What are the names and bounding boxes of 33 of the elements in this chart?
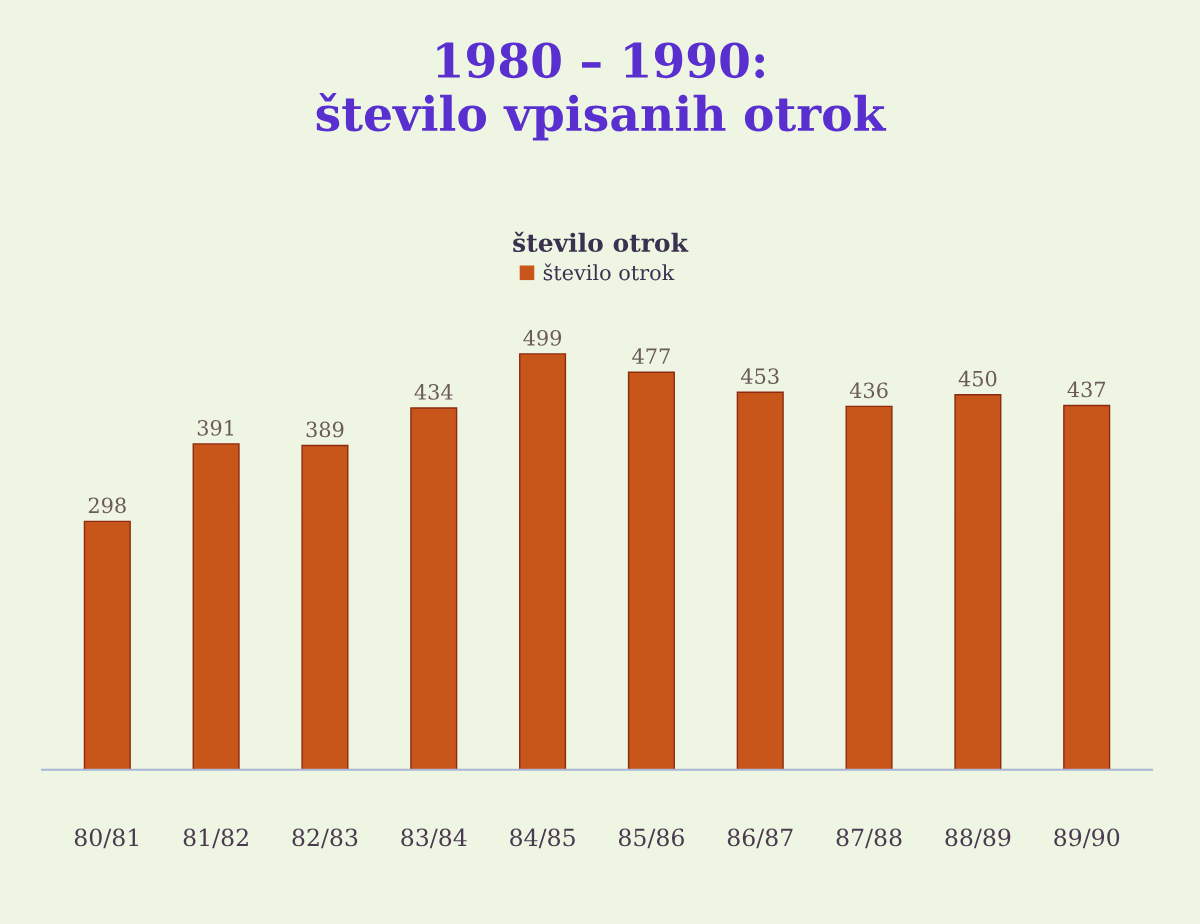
data-label: 477 [632,348,670,364]
bar [301,444,349,770]
bar [1063,404,1111,770]
data-label: 434 [414,384,453,400]
x-tick-label: 87/88 [836,828,902,849]
data-label: 389 [306,421,344,438]
bar [954,394,1002,770]
chart-subtitle: število otrok [513,231,689,253]
x-tick-label: 81/82 [183,828,248,849]
x-tick-label: 88/89 [945,828,1011,849]
bar [83,520,131,770]
bar [192,443,240,770]
x-tick-label: 85/86 [618,828,684,849]
chart-title: 1980 – 1990: število vpisanih otrok [316,42,887,141]
data-label: 436 [849,382,888,399]
data-label: 437 [1067,381,1106,398]
data-label: 391 [197,419,234,436]
data-label: 453 [740,368,779,385]
bar [519,353,567,770]
x-tick-label: 84/85 [510,828,575,849]
bar [627,371,675,770]
bar [845,405,893,770]
x-tick-label: 86/87 [727,828,793,849]
bar [736,391,784,770]
x-tick-label: 89/90 [1054,828,1120,849]
bar [410,407,458,770]
data-label: 499 [523,329,562,346]
x-tick-label: 83/84 [401,828,467,849]
legend-label: število otrok [543,263,675,281]
data-label: 298 [88,497,126,514]
data-label: 450 [958,370,997,387]
x-tick-label: 80/81 [74,828,138,849]
x-tick-label: 82/83 [292,828,358,849]
